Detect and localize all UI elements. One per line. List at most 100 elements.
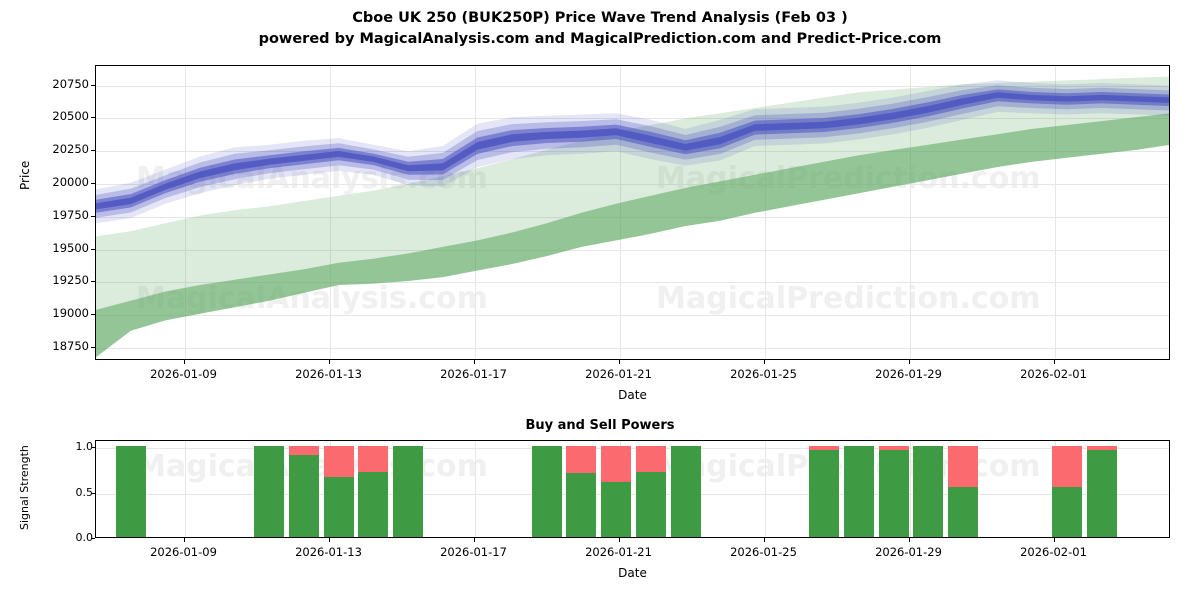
x-axis-tick (618, 538, 620, 542)
x-axis-tick-label: 2026-01-09 (150, 367, 217, 381)
main-x-axis-label: Date (618, 388, 647, 402)
y-axis-tick (91, 346, 95, 348)
gridline-horizontal (96, 151, 1169, 153)
x-axis-tick (763, 538, 765, 542)
page-title: Cboe UK 250 (BUK250P) Price Wave Trend A… (352, 10, 848, 26)
gridline-vertical (474, 66, 476, 359)
signal-bar (358, 446, 389, 537)
y-axis-tick (91, 248, 95, 250)
signal-bar (878, 446, 909, 537)
y-axis-tick-label: 20000 (52, 175, 89, 189)
buy-power-segment (1086, 449, 1117, 537)
buy-power-segment (289, 455, 320, 537)
signal-bar (809, 446, 840, 537)
x-axis-tick-label: 2026-01-13 (295, 367, 362, 381)
x-axis-tick (328, 538, 330, 542)
y-axis-tick (91, 314, 95, 316)
gridline-vertical (329, 66, 331, 359)
page-subtitle: powered by MagicalAnalysis.com and Magic… (258, 31, 942, 47)
buy-power-segment (531, 446, 562, 537)
signal-bar (254, 446, 285, 537)
sub-x-axis-label: Date (618, 566, 647, 580)
gridline-vertical (764, 66, 766, 359)
x-axis-tick-label: 2026-01-17 (440, 367, 507, 381)
gridline-horizontal (96, 315, 1169, 317)
signal-bar (323, 446, 354, 537)
signal-bar (289, 446, 320, 537)
buy-power-segment (809, 449, 840, 537)
gridline-vertical (184, 441, 186, 537)
buy-power-segment (323, 477, 354, 537)
y-axis-tick (91, 150, 95, 152)
chart-title-block: Cboe UK 250 (BUK250P) Price Wave Trend A… (0, 8, 1200, 50)
x-axis-tick-label: 2026-01-25 (730, 545, 797, 559)
band-area (96, 113, 1169, 358)
signal-bar (566, 446, 597, 537)
y-axis-tick (91, 84, 95, 86)
price-wave-chart: MagicalAnalysis.comMagicalPrediction.com… (95, 65, 1170, 360)
gridline-vertical (474, 441, 476, 537)
y-axis-tick-label: 20250 (52, 142, 89, 157)
x-axis-tick (618, 360, 620, 364)
x-axis-tick (473, 360, 475, 364)
x-axis-tick-label: 2026-01-13 (295, 545, 362, 559)
signal-bar (843, 446, 874, 537)
x-axis-tick (1053, 538, 1055, 542)
gridline-vertical (909, 66, 911, 359)
y-axis-tick (91, 281, 95, 283)
buy-power-segment (913, 446, 944, 537)
y-axis-tick-label: 0.0 (75, 531, 94, 544)
y-axis-tick-label: 19000 (52, 306, 89, 321)
x-axis-tick-label: 2026-01-25 (730, 367, 797, 381)
gridline-horizontal (96, 448, 1169, 450)
x-axis-tick-label: 2026-02-01 (1020, 545, 1087, 559)
gridline-horizontal (96, 347, 1169, 349)
buy-power-segment (358, 471, 389, 537)
y-axis-tick-label: 19500 (52, 240, 89, 255)
x-axis-tick (908, 538, 910, 542)
signal-bar (1051, 446, 1082, 537)
gridline-horizontal (96, 493, 1169, 495)
gridline-horizontal (96, 282, 1169, 284)
y-axis-tick (91, 183, 95, 184)
gridline-vertical (909, 441, 911, 537)
gridline-vertical (764, 441, 766, 537)
x-axis-tick (183, 360, 185, 364)
x-axis-tick (1053, 360, 1055, 364)
y-axis-tick (91, 538, 95, 539)
y-axis-tick (91, 215, 95, 217)
x-axis-tick (183, 538, 185, 542)
x-axis-tick (328, 360, 330, 364)
buy-power-segment (635, 471, 666, 537)
gridline-vertical (184, 66, 186, 359)
gridline-horizontal (96, 184, 1169, 185)
buy-power-segment (878, 449, 909, 537)
x-axis-tick-label: 2026-01-17 (440, 545, 507, 559)
x-axis-tick (473, 538, 475, 542)
y-axis-tick-label: 19250 (52, 273, 89, 288)
y-axis-tick (91, 492, 95, 494)
signal-bar (393, 446, 424, 537)
x-axis-tick-label: 2026-02-01 (1020, 367, 1087, 381)
buy-power-segment (254, 446, 285, 537)
x-axis-tick-label: 2026-01-09 (150, 545, 217, 559)
y-axis-tick (91, 447, 95, 449)
signal-bar (115, 446, 146, 537)
y-axis-tick-label: 18750 (52, 338, 89, 353)
signal-bar (670, 446, 701, 537)
buy-power-segment (670, 446, 701, 537)
band-area (96, 89, 1169, 213)
buy-power-segment (566, 472, 597, 537)
signal-bar (635, 446, 666, 537)
sub-chart-title: Buy and Sell Powers (525, 418, 675, 433)
buy-power-segment (601, 481, 632, 537)
buy-power-segment (393, 446, 424, 537)
y-axis-tick-label: 19750 (52, 207, 89, 222)
sub-y-axis-label: Signal Strength (18, 445, 31, 530)
buy-power-segment (843, 446, 874, 537)
y-axis-tick (91, 117, 95, 119)
y-axis-tick-label: 0.5 (75, 485, 94, 499)
gridline-horizontal (96, 85, 1169, 87)
